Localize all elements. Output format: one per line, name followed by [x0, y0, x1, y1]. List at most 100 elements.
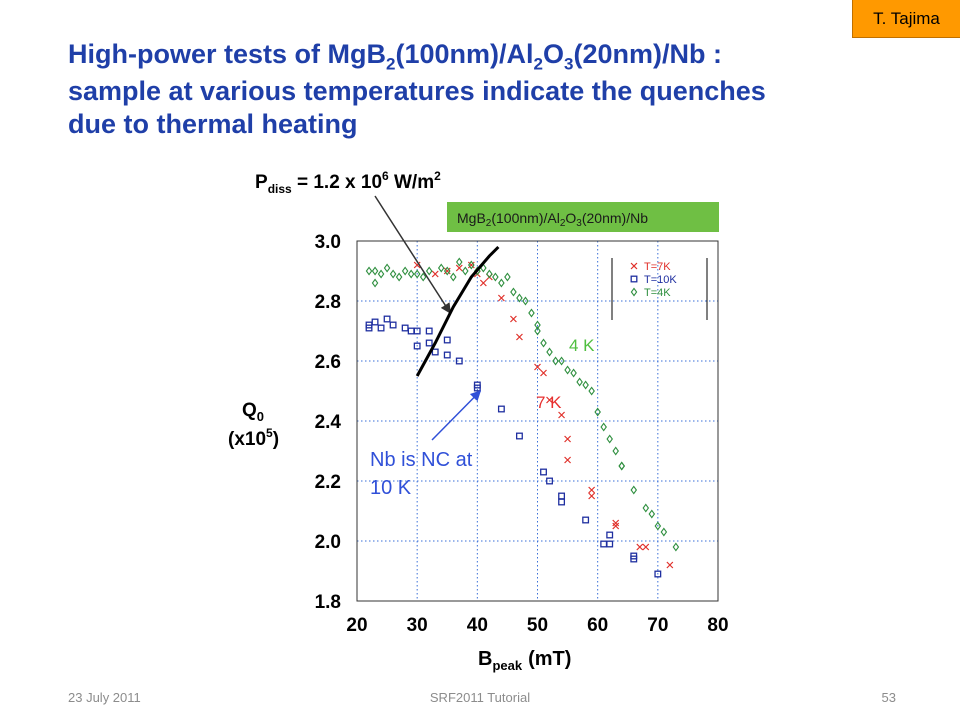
- data-point: [564, 456, 572, 464]
- data-point: [401, 324, 409, 332]
- x-axis-label: Bpeak (mT): [478, 648, 571, 673]
- series-t-4k: [365, 257, 680, 552]
- data-point: [564, 365, 571, 375]
- data-point: [455, 357, 463, 365]
- data-point: [612, 446, 619, 456]
- data-point: [654, 570, 662, 578]
- data-point: [546, 347, 553, 357]
- data-point: [516, 333, 523, 341]
- data-point: [479, 279, 487, 287]
- data-point: [389, 321, 397, 329]
- quench-curve: [415, 245, 500, 377]
- data-point: [497, 294, 505, 302]
- data-point: [522, 296, 529, 306]
- y-tick-label: 2.8: [315, 292, 341, 313]
- y-tick-label: 2.6: [315, 352, 341, 373]
- data-point: [401, 266, 409, 276]
- data-point: [540, 338, 547, 348]
- data-point: [413, 269, 421, 279]
- data-point: [377, 269, 385, 279]
- title-line1: High-power tests of MgB2(100nm)/Al2O3(20…: [68, 39, 722, 74]
- data-point: [564, 435, 572, 443]
- nb-nc-annotation-line1: Nb is NC at: [370, 449, 473, 471]
- data-point: [558, 411, 565, 419]
- x-tick-label: 20: [346, 615, 367, 636]
- data-point: [413, 342, 421, 350]
- data-point: [540, 468, 547, 476]
- x-tick-label: 30: [407, 615, 428, 636]
- data-point: [612, 522, 620, 530]
- y-axis-label-line2: (x105): [228, 426, 279, 450]
- data-point: [672, 542, 680, 552]
- data-point: [462, 266, 469, 276]
- x-tick-label: 50: [527, 615, 548, 636]
- data-point: [534, 326, 541, 336]
- data-point: [371, 278, 379, 288]
- data-point: [371, 266, 379, 276]
- data-point: [642, 503, 650, 513]
- data-point: [594, 407, 601, 417]
- nb-nc-annotation-line2: 10 K: [370, 477, 412, 499]
- data-point: [546, 396, 553, 404]
- data-point: [431, 270, 439, 278]
- legend-entry: T=4K: [644, 287, 671, 299]
- footer-event: SRF2011 Tutorial: [429, 690, 531, 705]
- data-point: [558, 356, 565, 366]
- data-point: [516, 432, 523, 440]
- data-point: [588, 386, 595, 396]
- legend-marker: [630, 262, 638, 270]
- series-t-10k: [365, 315, 662, 578]
- data-point: [443, 336, 451, 344]
- title-line2: sample at various temperatures indicate …: [68, 75, 766, 106]
- data-point: [468, 260, 475, 270]
- data-point: [606, 531, 614, 539]
- data-point: [534, 320, 541, 330]
- data-point: [443, 351, 451, 359]
- data-point: [455, 264, 463, 272]
- data-point: [606, 540, 614, 548]
- legend-marker: [630, 275, 638, 283]
- label-7k: 7 K: [536, 393, 562, 412]
- y-tick-label: 2.0: [315, 532, 341, 553]
- nb-nc-arrow: [431, 390, 482, 441]
- data-point: [443, 267, 451, 275]
- data-point: [606, 434, 613, 444]
- sample-label-box: [447, 202, 719, 232]
- legend-entry: T=10K: [644, 274, 677, 286]
- data-point: [612, 519, 620, 527]
- data-point: [383, 315, 391, 323]
- data-point: [486, 269, 493, 279]
- x-tick-label: 70: [647, 615, 668, 636]
- data-point: [540, 369, 547, 377]
- data-point: [492, 272, 499, 282]
- y-tick-label: 2.2: [315, 472, 341, 493]
- data-point: [497, 405, 505, 413]
- series-t-7k: [413, 261, 674, 569]
- data-point: [365, 324, 373, 332]
- data-point: [582, 516, 590, 524]
- data-point: [636, 543, 644, 551]
- data-point: [419, 272, 427, 282]
- data-point: [630, 555, 638, 563]
- data-point: [413, 327, 421, 335]
- data-point: [377, 324, 385, 332]
- x-tick-label: 40: [467, 615, 488, 636]
- legend-marker: [630, 287, 638, 297]
- data-point: [407, 327, 415, 335]
- data-point: [413, 261, 421, 269]
- data-point: [510, 287, 517, 297]
- data-point: [552, 356, 559, 366]
- data-point: [498, 278, 505, 288]
- author-tag: T. Tajima: [852, 0, 960, 38]
- data-point: [600, 540, 608, 548]
- data-point: [546, 477, 553, 485]
- y-tick-label: 3.0: [315, 232, 341, 253]
- x-tick-label: 80: [707, 615, 728, 636]
- data-point: [558, 498, 566, 506]
- data-point: [407, 269, 415, 279]
- data-point: [528, 308, 535, 318]
- data-series: [365, 257, 680, 578]
- data-point: [456, 257, 463, 267]
